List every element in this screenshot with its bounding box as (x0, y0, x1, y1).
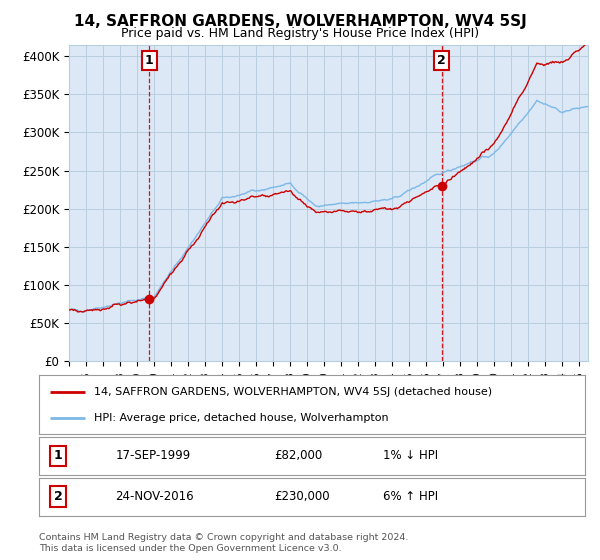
Text: 6% ↑ HPI: 6% ↑ HPI (383, 490, 438, 503)
Text: 1% ↓ HPI: 1% ↓ HPI (383, 449, 438, 463)
Text: 1: 1 (145, 54, 154, 67)
Text: 14, SAFFRON GARDENS, WOLVERHAMPTON, WV4 5SJ: 14, SAFFRON GARDENS, WOLVERHAMPTON, WV4 … (74, 14, 526, 29)
Text: HPI: Average price, detached house, Wolverhampton: HPI: Average price, detached house, Wolv… (94, 413, 388, 423)
Text: Price paid vs. HM Land Registry's House Price Index (HPI): Price paid vs. HM Land Registry's House … (121, 27, 479, 40)
Text: 1: 1 (54, 449, 62, 463)
Text: £82,000: £82,000 (274, 449, 322, 463)
Text: Contains HM Land Registry data © Crown copyright and database right 2024.
This d: Contains HM Land Registry data © Crown c… (39, 533, 409, 553)
Text: 2: 2 (437, 54, 446, 67)
Text: £230,000: £230,000 (274, 490, 329, 503)
Text: 2: 2 (54, 490, 62, 503)
Text: 24-NOV-2016: 24-NOV-2016 (115, 490, 194, 503)
Text: 14, SAFFRON GARDENS, WOLVERHAMPTON, WV4 5SJ (detached house): 14, SAFFRON GARDENS, WOLVERHAMPTON, WV4 … (94, 386, 492, 396)
Text: 17-SEP-1999: 17-SEP-1999 (115, 449, 191, 463)
